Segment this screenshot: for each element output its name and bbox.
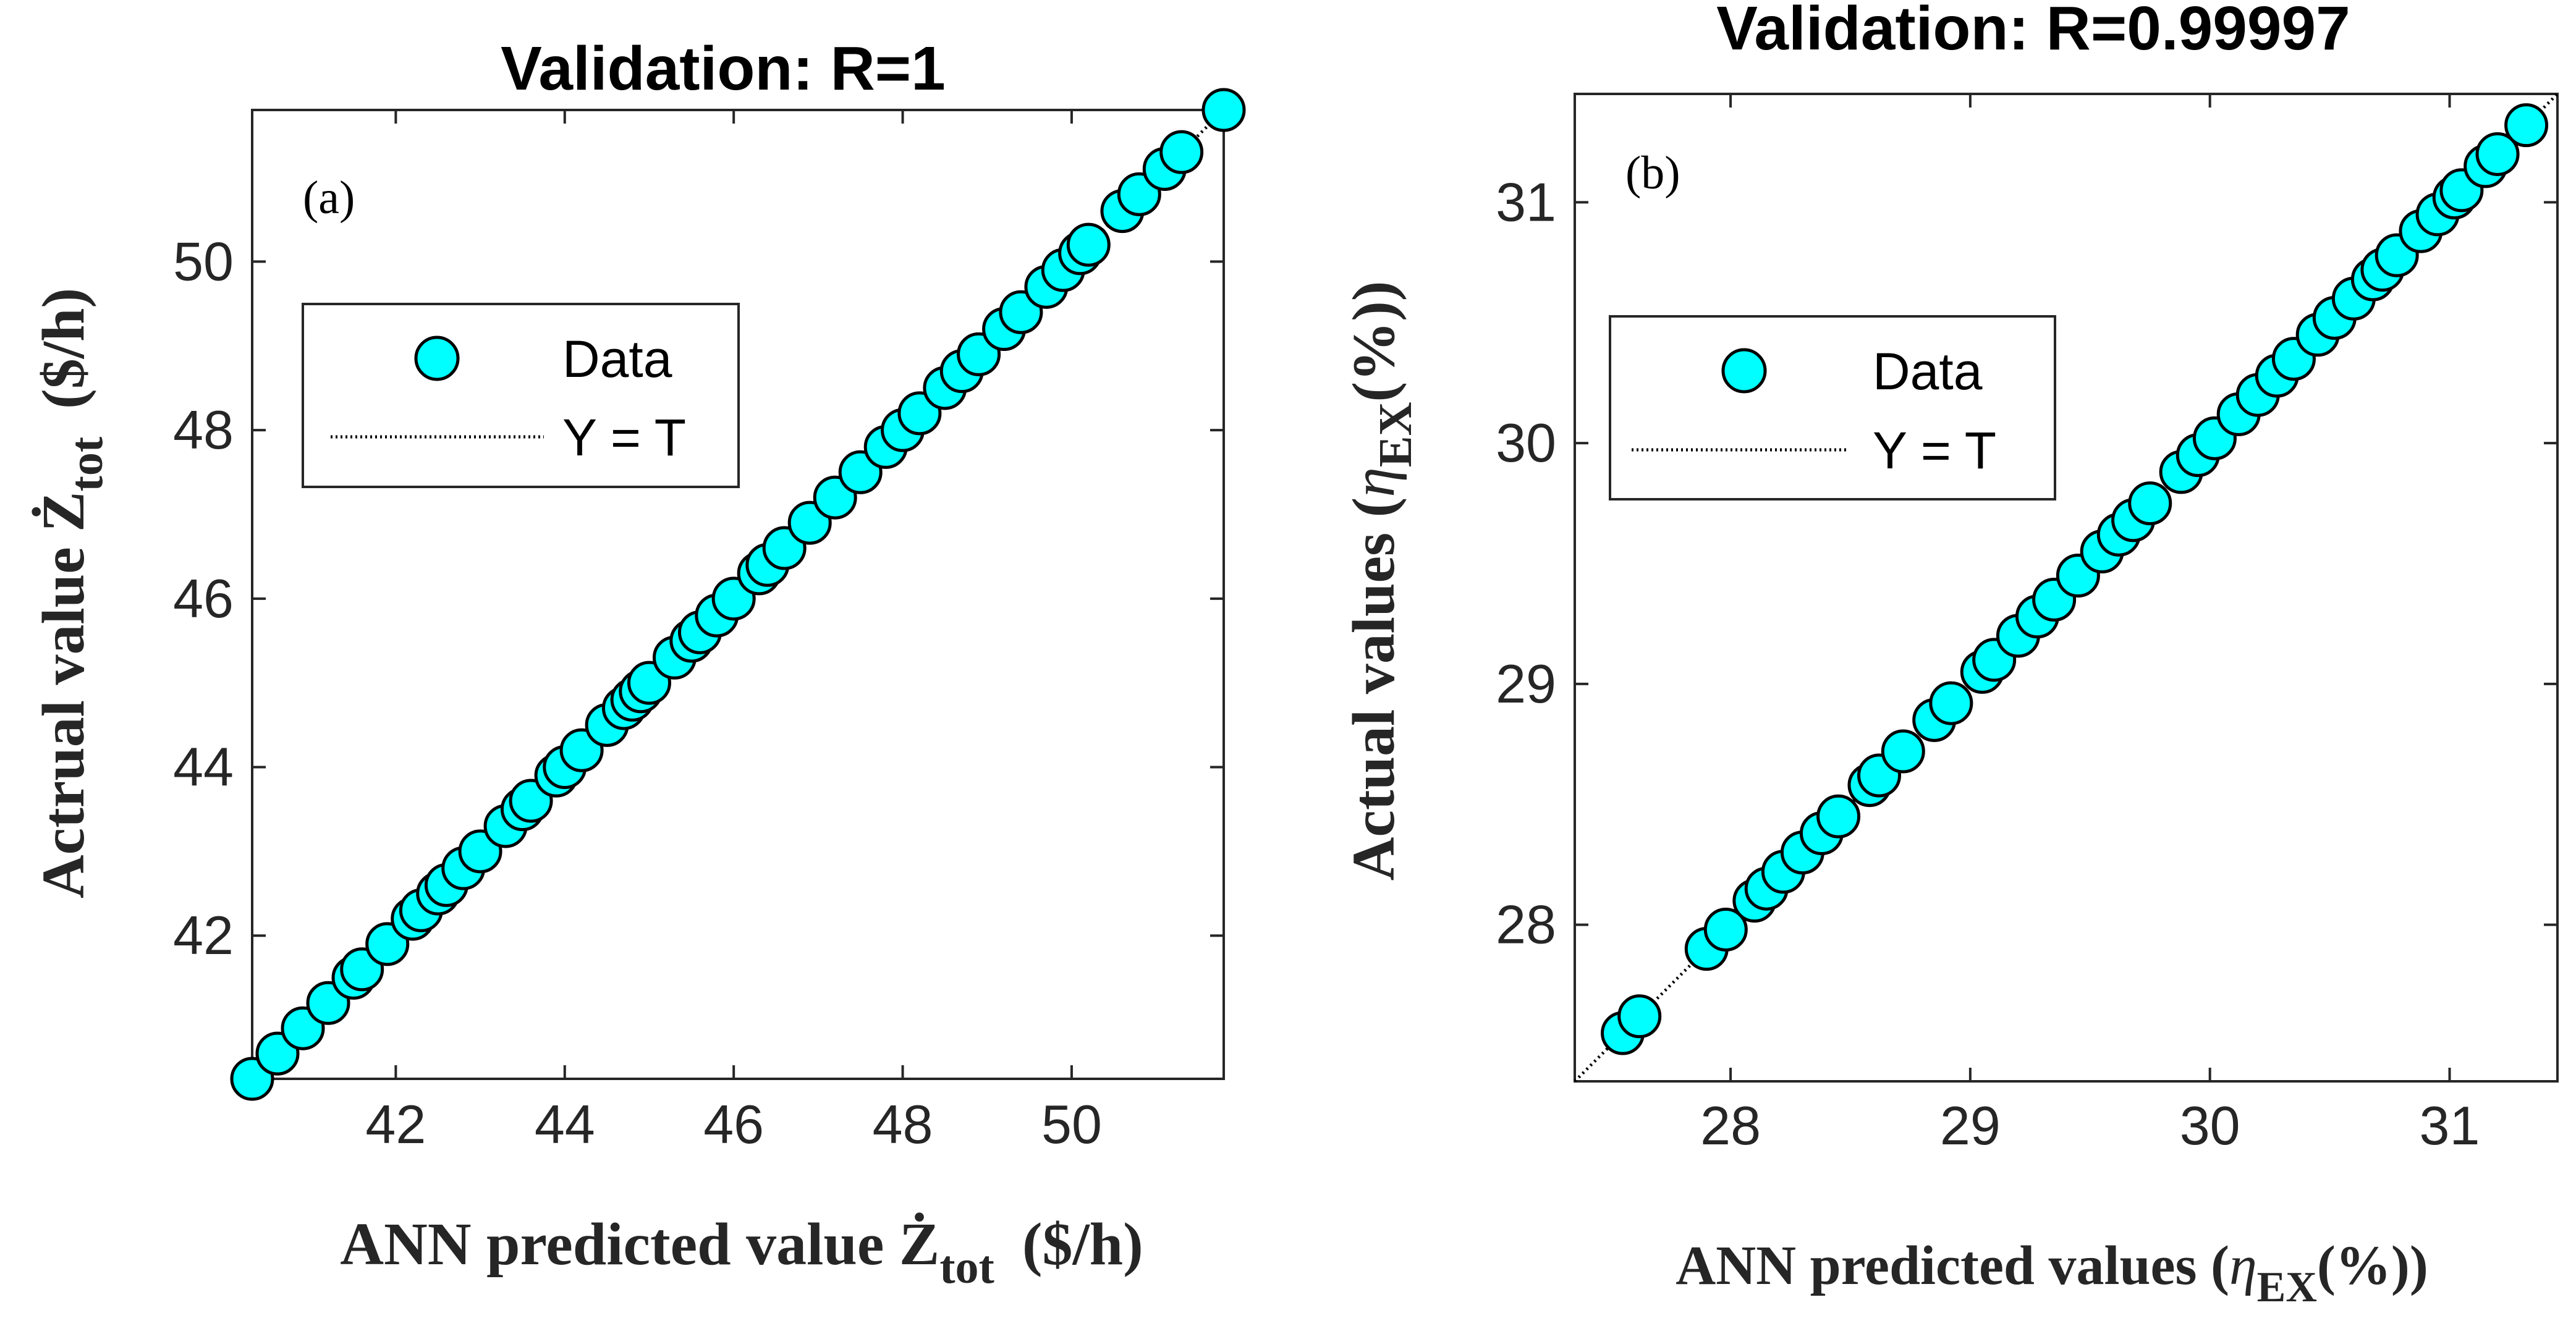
y-axis-label-b-main: Actual values ( xyxy=(1341,497,1407,881)
data-point xyxy=(1066,222,1111,267)
legend-box-b xyxy=(1609,315,2056,500)
x-axis-label-b-unit: (%)) xyxy=(2317,1235,2428,1296)
y-axis-label-a-main: Actrual value Ż xyxy=(30,491,97,898)
y-tick-label: 42 xyxy=(173,905,234,966)
chart-title-a: Validation: R=1 xyxy=(501,34,946,103)
y-axis-label-b-sub: EX xyxy=(1370,402,1421,468)
x-axis-label-b-greek: η xyxy=(2229,1235,2257,1296)
legend-a: Data Y = T xyxy=(302,303,740,488)
x-axis-label-b-sub: EX xyxy=(2257,1264,2317,1311)
panel-a: Validation: R=1 42 44 46 48 50 42 44 46 48 50 (a)… xyxy=(30,34,1246,1293)
data-point xyxy=(1816,794,1861,838)
x-axis-label-a-main: ANN predicted value Ż xyxy=(340,1211,939,1278)
panel-label-a: (a) xyxy=(303,172,355,224)
data-point xyxy=(1617,994,1662,1039)
legend-b: Data Y = T xyxy=(1609,315,2056,500)
ticks-b: 28 29 30 31 28 29 30 31 xyxy=(1496,94,2557,1156)
legend-data-label-b: Data xyxy=(1873,342,1983,400)
x-tick-label: 29 xyxy=(1940,1095,2001,1156)
data-point xyxy=(2475,132,2520,176)
panel-b: Validation: R=0.99997 28 29 30 31 28 29 30 31 (… xyxy=(1341,0,2559,1311)
x-tick-label: 42 xyxy=(365,1094,426,1155)
x-tick-label: 28 xyxy=(1700,1095,1761,1156)
legend-fit-label-a: Y = T xyxy=(562,408,686,467)
legend-marker-b xyxy=(1721,348,1767,394)
x-axis-label-a: ANN predicted value Żtot ($/h) xyxy=(340,1211,1143,1293)
y-axis-label-a-sub: tot xyxy=(61,437,112,492)
x-tick-label: 50 xyxy=(1041,1094,1102,1155)
data-point xyxy=(2504,103,2549,148)
legend-box-a xyxy=(302,303,740,488)
y-axis-label-b-greek: η xyxy=(1341,467,1407,497)
x-axis-label-a-sub: tot xyxy=(939,1241,994,1293)
legend-fit-label-b: Y = T xyxy=(1873,421,1996,479)
x-axis-label-b: ANN predicted values (ηEX(%)) xyxy=(1676,1235,2428,1311)
legend-marker-a xyxy=(414,336,460,381)
x-axis-label-a-unit: ($/h) xyxy=(1022,1211,1143,1278)
x-tick-label: 44 xyxy=(535,1094,595,1155)
x-tick-label: 46 xyxy=(703,1094,764,1155)
data-points-b xyxy=(1601,103,2549,1055)
x-axis-label-b-main: ANN predicted values ( xyxy=(1676,1235,2229,1296)
y-axis-label-b-unit: (%)) xyxy=(1341,281,1407,402)
chart-title-b: Validation: R=0.99997 xyxy=(1716,0,2350,63)
y-axis-label-a: Actrual value Żtot ($/h) xyxy=(30,288,112,898)
y-tick-label: 28 xyxy=(1496,894,1556,955)
ticks-a: 42 44 46 48 50 42 44 46 48 50 xyxy=(173,110,1224,1155)
x-tick-label: 31 xyxy=(2420,1095,2480,1156)
y-axis-label-b: Actual values (ηEX(%)) xyxy=(1341,281,1421,881)
x-tick-label: 48 xyxy=(873,1094,933,1155)
y-tick-label: 44 xyxy=(173,737,234,798)
y-tick-label: 50 xyxy=(173,230,234,292)
x-tick-label: 30 xyxy=(2180,1095,2240,1156)
y-tick-label: 31 xyxy=(1496,171,1556,232)
data-point xyxy=(1201,88,1246,132)
data-point xyxy=(1703,907,1748,952)
legend-data-label-a: Data xyxy=(562,330,672,388)
y-axis-label-a-unit: ($/h) xyxy=(30,288,97,409)
data-points-a xyxy=(230,88,1246,1101)
data-point xyxy=(1929,681,1973,725)
data-point xyxy=(1159,130,1204,174)
y-tick-label: 48 xyxy=(173,399,234,460)
data-point xyxy=(2128,481,2172,526)
data-point xyxy=(1881,729,1925,774)
y-tick-label: 46 xyxy=(173,568,234,629)
y-tick-label: 29 xyxy=(1496,653,1556,714)
panel-label-b: (b) xyxy=(1625,147,1680,199)
y-tick-label: 30 xyxy=(1496,412,1556,473)
